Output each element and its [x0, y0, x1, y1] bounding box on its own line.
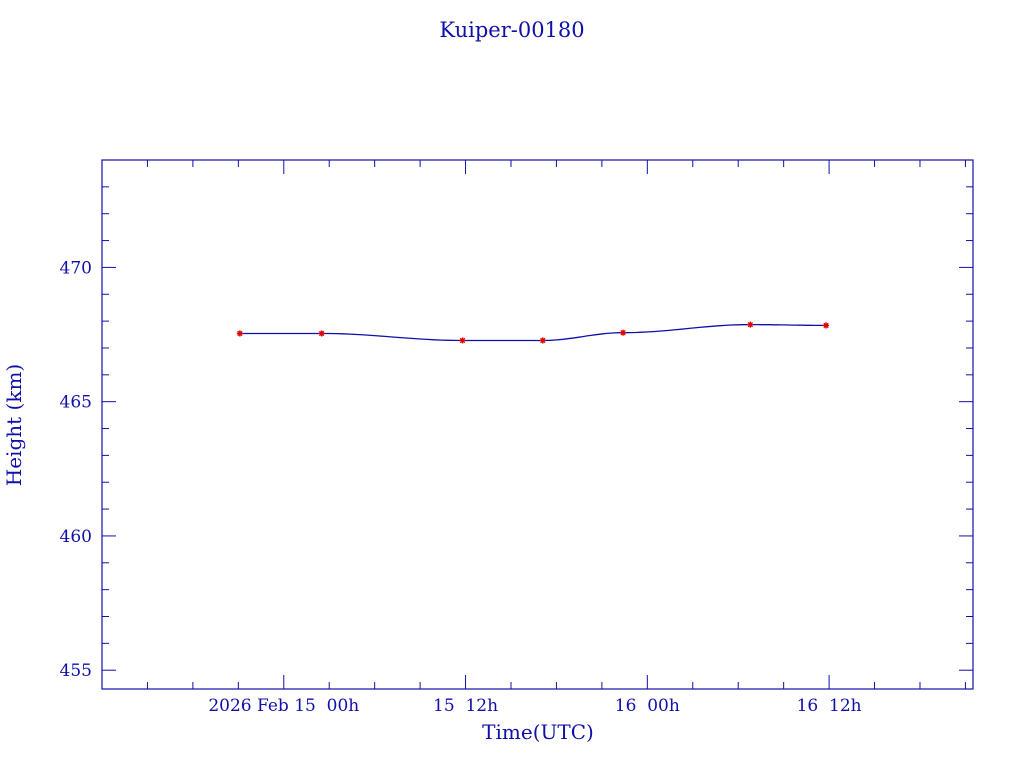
- x-tick-label: 15 12h: [433, 696, 498, 716]
- y-axis-label: Height (km): [2, 364, 26, 486]
- marker-stroke: [540, 337, 546, 344]
- data-point-marker: [539, 337, 546, 344]
- data-point-marker: [318, 330, 325, 337]
- x-tick-label: 2026 Feb 15 00h: [208, 696, 359, 716]
- x-axis-label: Time(UTC): [482, 720, 594, 744]
- chart-title: Kuiper-00180: [439, 18, 584, 42]
- plot-frame: [101, 159, 974, 690]
- y-tick-label: 455: [60, 661, 92, 681]
- data-point-marker: [459, 337, 466, 344]
- data-point-marker: [747, 321, 754, 328]
- x-tick-label: 16 00h: [615, 696, 680, 716]
- y-tick-label: 465: [60, 393, 92, 413]
- y-tick-label: 460: [60, 527, 92, 547]
- marker-stroke: [823, 322, 829, 329]
- data-point-marker: [823, 322, 830, 329]
- marker-stroke: [459, 337, 466, 344]
- data-point-marker: [620, 329, 627, 336]
- x-tick-label: 16 12h: [797, 696, 862, 716]
- marker-stroke: [237, 330, 243, 337]
- marker-stroke: [747, 321, 753, 328]
- series-line: [239, 323, 827, 342]
- y-tick-label: 470: [60, 258, 92, 278]
- marker-stroke: [620, 330, 626, 336]
- marker-stroke: [318, 330, 325, 337]
- data-point-marker: [236, 330, 243, 337]
